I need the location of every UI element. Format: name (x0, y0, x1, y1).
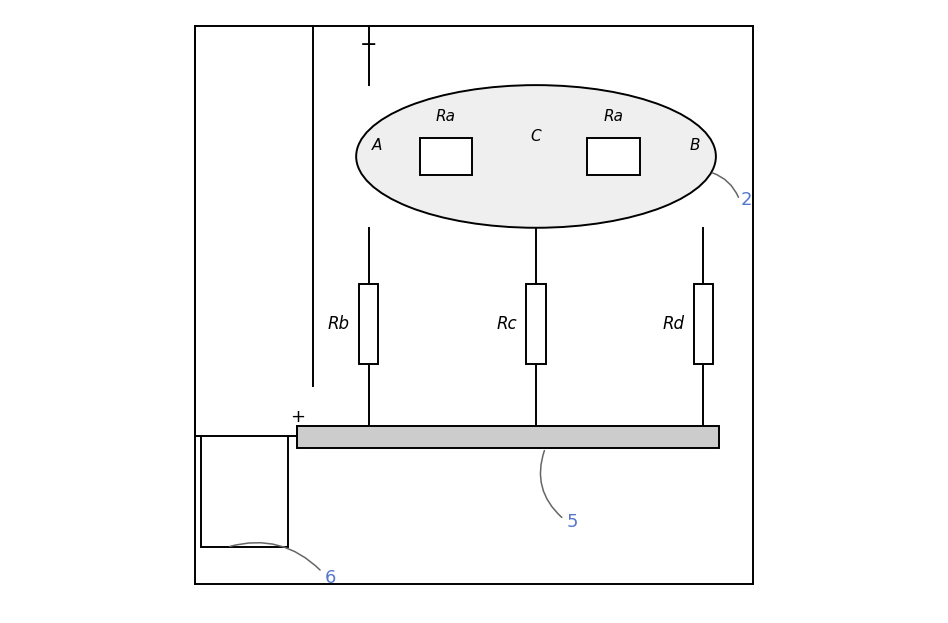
Text: Rc: Rc (496, 315, 517, 333)
Text: Ra: Ra (604, 109, 624, 124)
Text: −: − (360, 35, 377, 55)
Text: B: B (690, 138, 701, 153)
Text: C: C (531, 129, 541, 144)
Text: Rb: Rb (327, 315, 349, 333)
Bar (526, 283, 546, 364)
Bar (358, 283, 378, 364)
Text: 2: 2 (740, 191, 752, 209)
Text: 5: 5 (567, 513, 578, 531)
Text: Ra: Ra (436, 109, 456, 124)
Bar (201, 435, 288, 547)
Text: 6: 6 (325, 569, 337, 587)
Ellipse shape (356, 85, 716, 228)
Text: +: + (290, 408, 304, 426)
Text: A: A (372, 138, 382, 153)
Bar (587, 138, 640, 175)
Bar (420, 138, 472, 175)
Bar (694, 283, 714, 364)
Bar (298, 426, 719, 448)
Text: Rd: Rd (663, 315, 684, 333)
